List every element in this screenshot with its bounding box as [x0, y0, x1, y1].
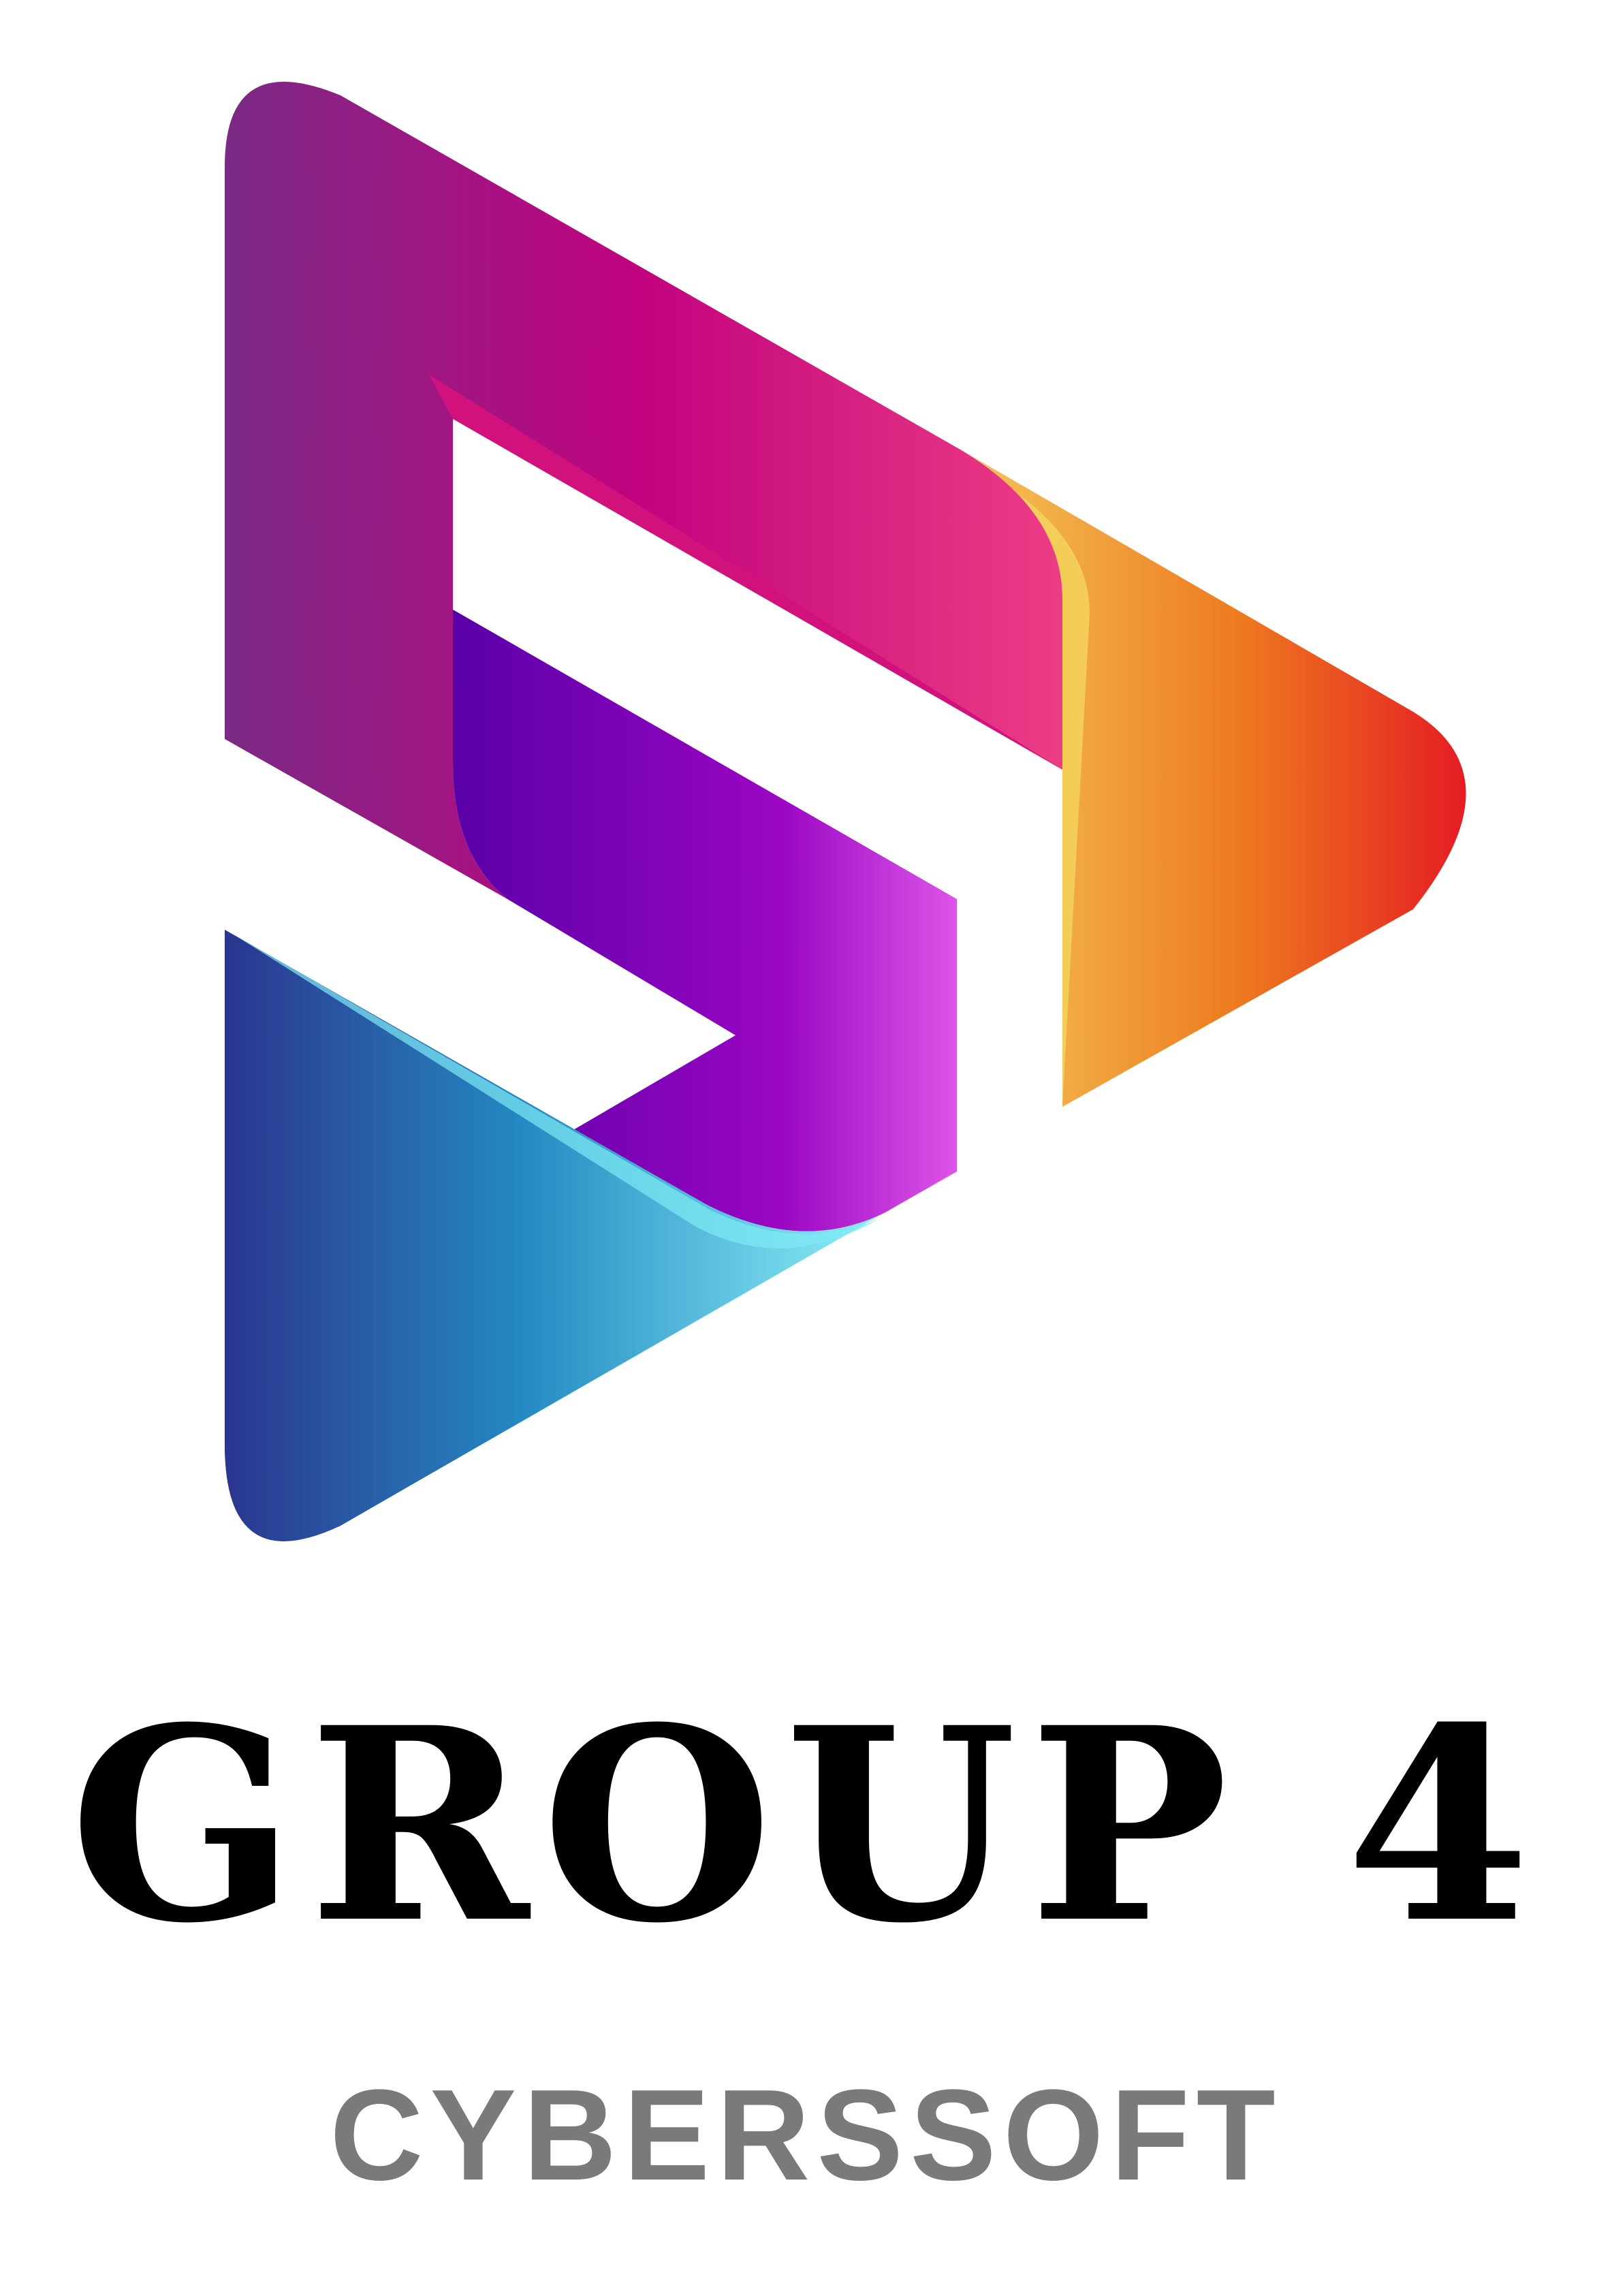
play-s-logo-icon [225, 82, 1466, 1541]
magenta-inner-edge-shape [429, 375, 1062, 770]
brand-title: GROUP 4 [69, 1669, 1543, 1981]
purple-band-shape [453, 610, 957, 1231]
brand-subtitle: CYBERSSOFT [330, 2063, 1282, 2207]
blue-band-shape [225, 930, 885, 1541]
magenta-band-shape [225, 82, 1062, 899]
